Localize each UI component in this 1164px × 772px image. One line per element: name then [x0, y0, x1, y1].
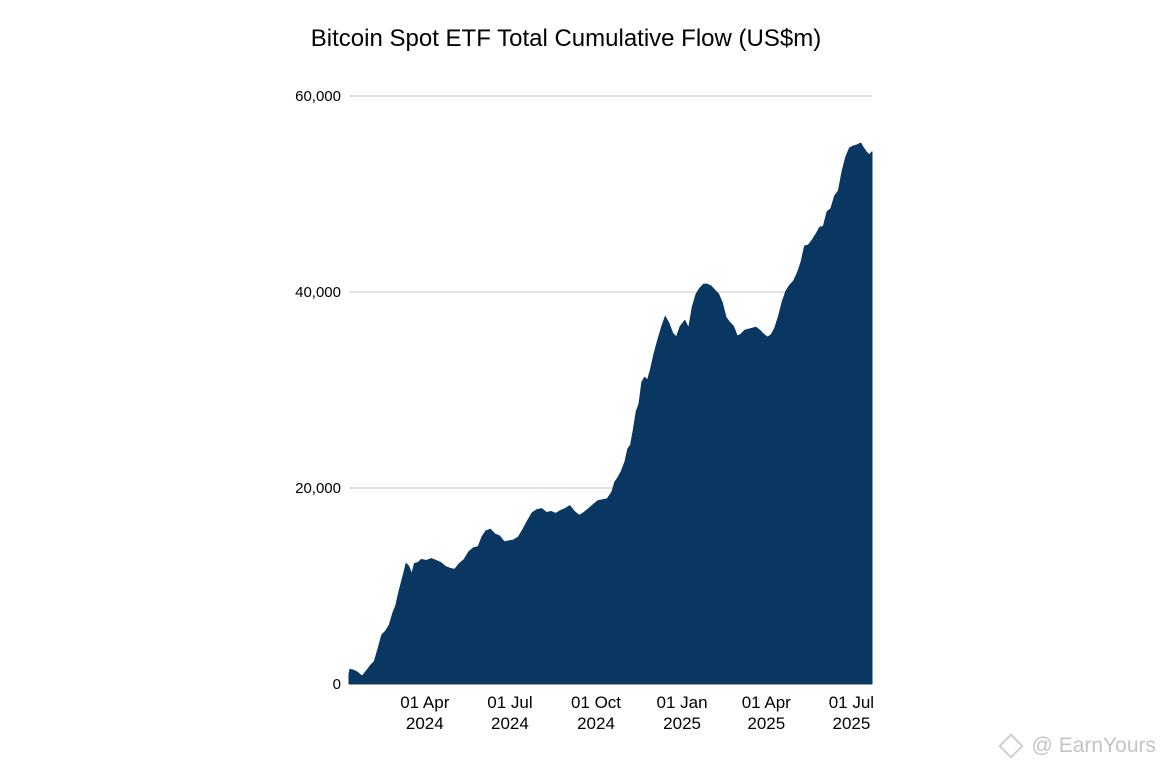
x-tick-label: 01 Apr [400, 693, 449, 712]
x-tick-year-label: 2025 [833, 714, 871, 733]
watermark: @ EarnYours [997, 733, 1156, 759]
diamond-logo-icon [997, 733, 1024, 759]
chart-title: Bitcoin Spot ETF Total Cumulative Flow (… [311, 25, 821, 52]
x-tick-year-label: 2024 [491, 714, 529, 733]
x-tick-year-label: 2024 [577, 714, 615, 733]
x-tick-label: 01 Jul [487, 693, 532, 712]
y-tick-label: 40,000 [295, 284, 341, 301]
x-tick-label: 01 Oct [571, 693, 621, 712]
x-tick-year-label: 2025 [747, 714, 785, 733]
x-tick-year-label: 2025 [663, 714, 701, 733]
area-series [348, 142, 873, 685]
watermark-handle: @ EarnYours [1031, 734, 1156, 757]
x-tick-year-label: 2024 [406, 714, 444, 733]
y-tick-label: 20,000 [295, 480, 341, 497]
x-tick-label: 01 Apr [742, 693, 791, 712]
cumulative-flow-area [348, 142, 873, 685]
y-tick-label: 0 [333, 676, 341, 693]
x-tick-label: 01 Jul [829, 693, 874, 712]
y-axis: 0 20,000 40,000 60,000 [295, 88, 341, 693]
x-axis: 01 Apr 2024 01 Jul 2024 01 Oct 2024 01 Jan 2025… [400, 693, 874, 733]
x-tick-label: 01 Jan [657, 693, 708, 712]
y-tick-label: 60,000 [295, 88, 341, 105]
